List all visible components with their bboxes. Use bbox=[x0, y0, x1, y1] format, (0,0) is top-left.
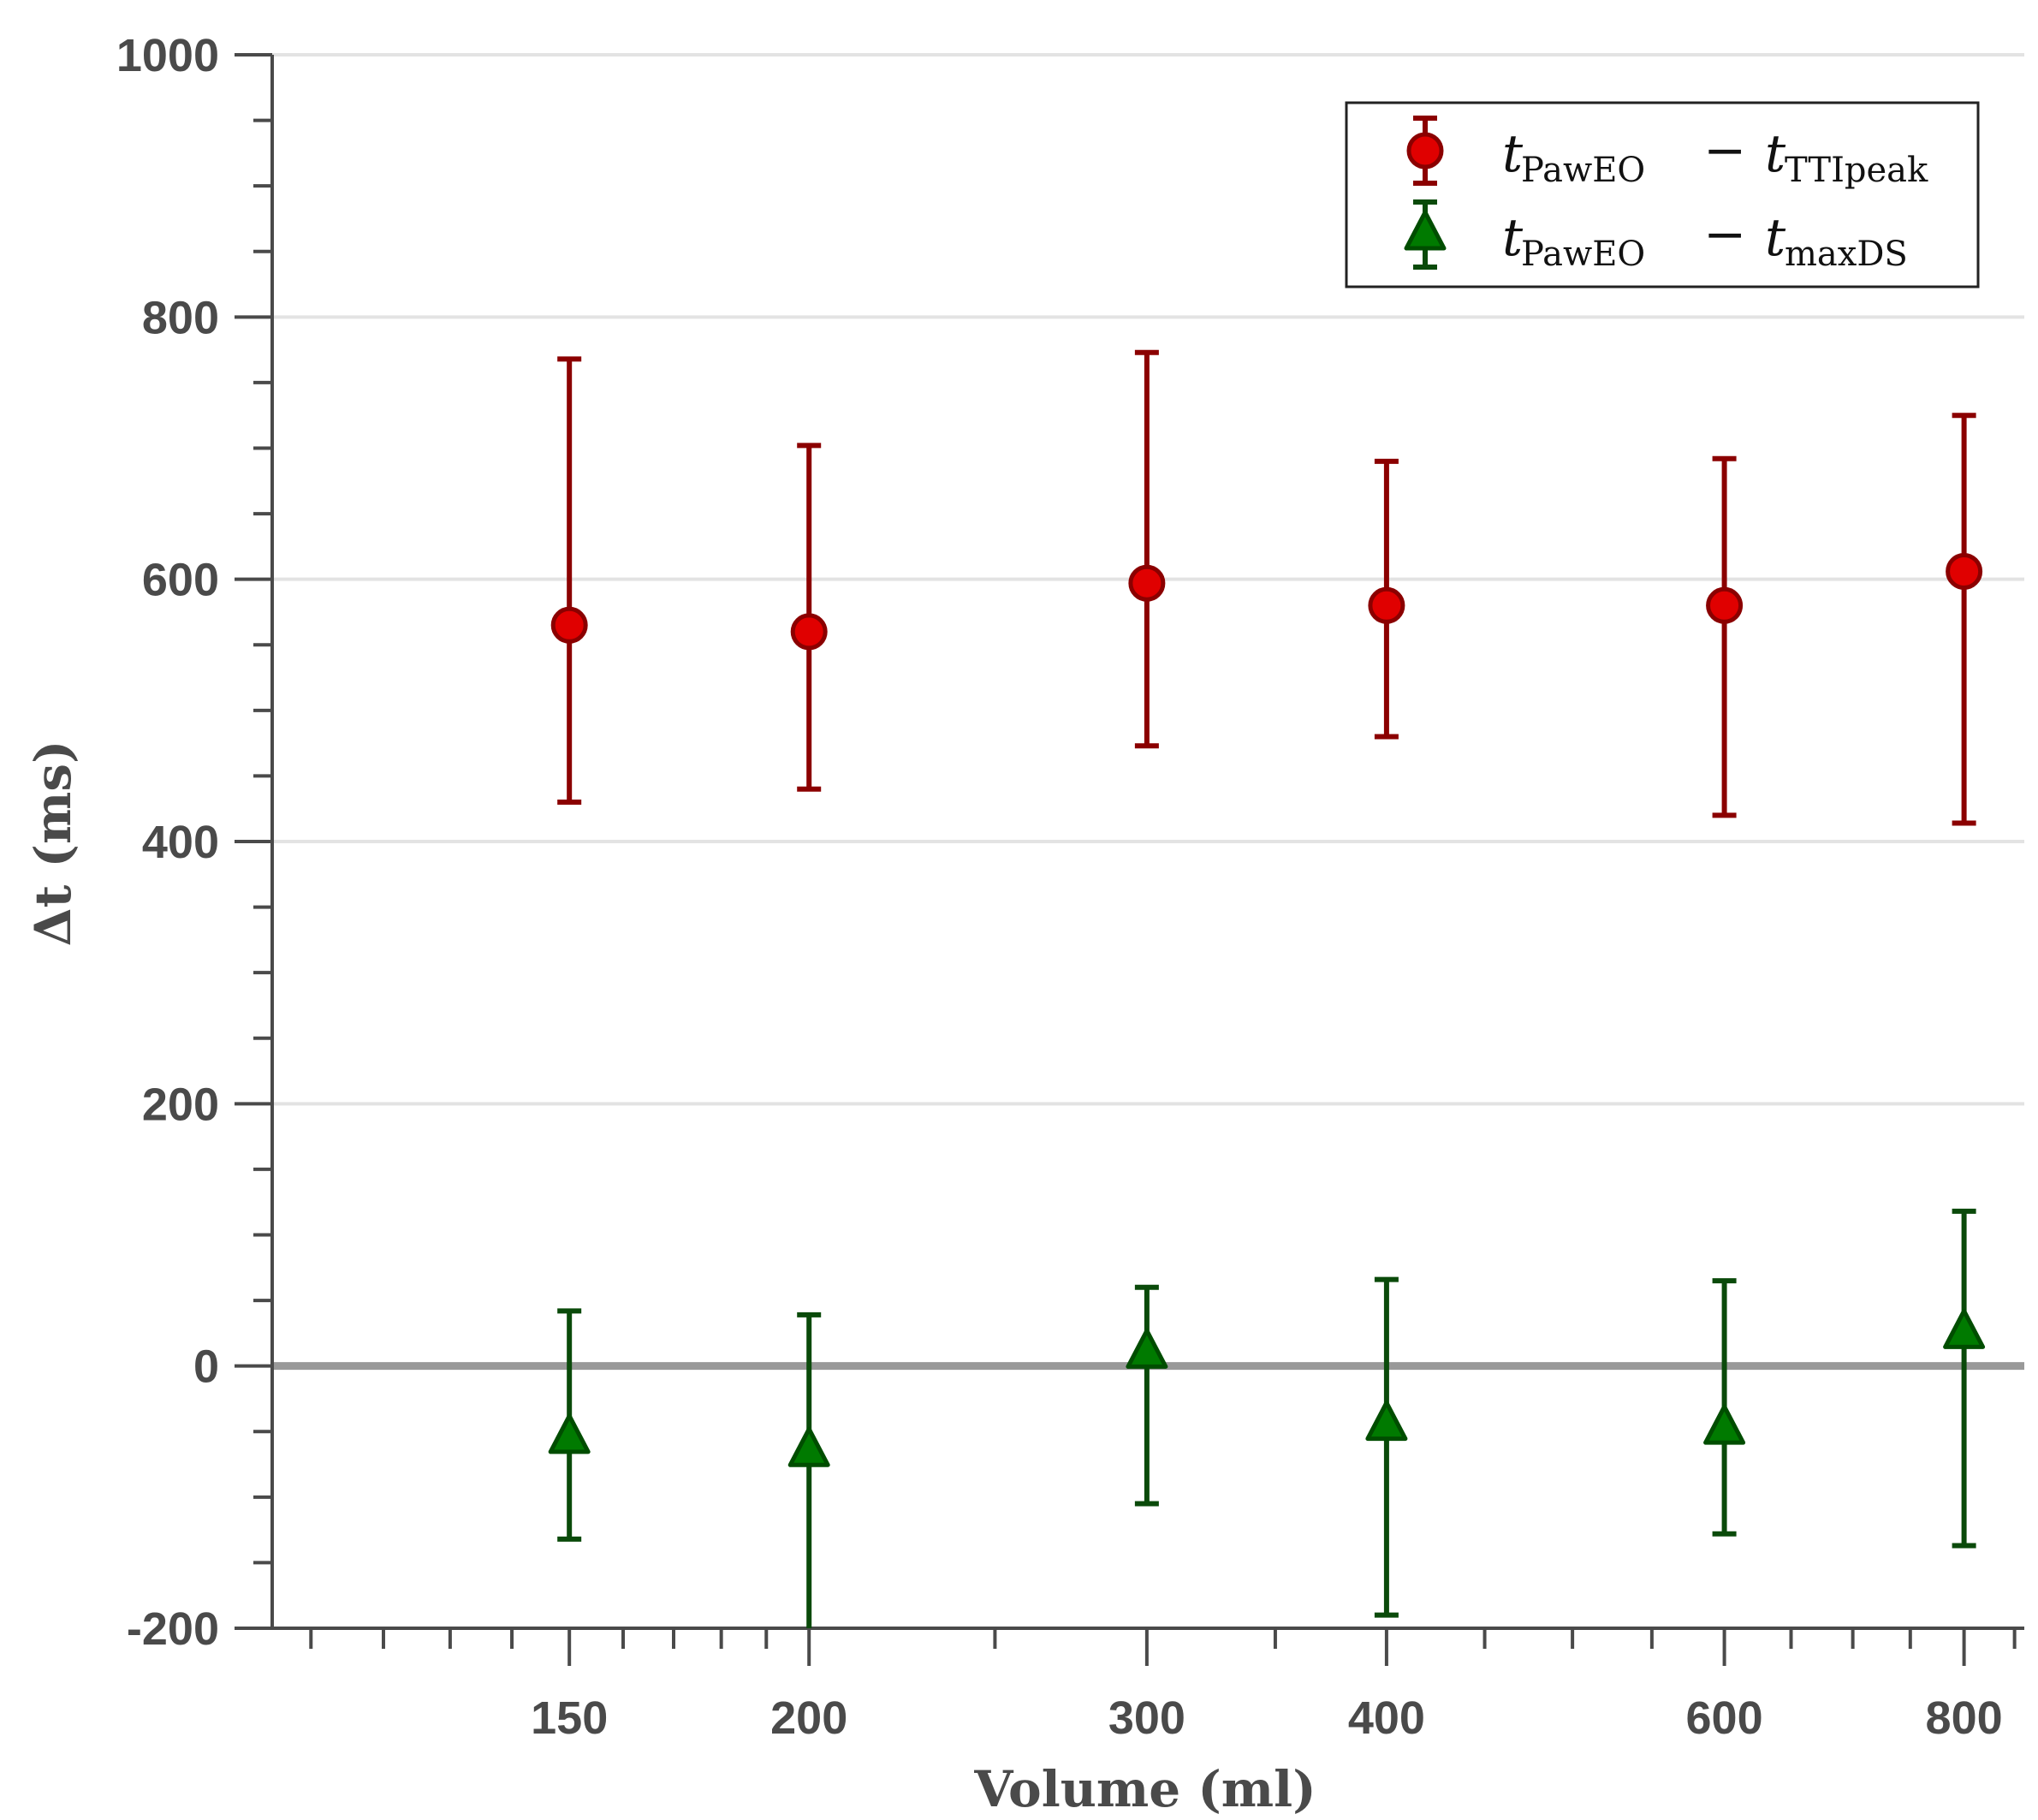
legend-series-1-sub2: TTIpeak bbox=[1785, 151, 1928, 190]
data-point-triangle bbox=[1365, 1401, 1408, 1442]
y-tick-label: 400 bbox=[142, 817, 219, 868]
legend-series-2-sub2: maxDS bbox=[1785, 235, 1908, 274]
data-point-circle bbox=[550, 606, 588, 644]
legend-box bbox=[1345, 101, 1980, 288]
legend-marker-triangle bbox=[1404, 199, 1447, 270]
x-tick-label: 600 bbox=[1686, 1692, 1763, 1744]
x-axis-title: Volume (ml) bbox=[973, 1760, 1316, 1818]
x-tick-label: 150 bbox=[531, 1692, 608, 1744]
x-tick-label: 300 bbox=[1108, 1692, 1185, 1744]
x-tick-label: 200 bbox=[770, 1692, 847, 1744]
y-tick-label: 1000 bbox=[116, 30, 219, 81]
axes: -200 0 200 400 600 800 1000 150 200 300 400 600 800 bbox=[116, 30, 2024, 1744]
y-tick-label: 600 bbox=[142, 555, 219, 606]
legend-entry-series-2: t PawEO − t maxDS bbox=[1404, 199, 1908, 274]
legend-series-1-t: t bbox=[1502, 124, 1524, 184]
data-point-circle bbox=[790, 613, 828, 651]
y-tick-label: 200 bbox=[142, 1079, 219, 1130]
legend-circle-marker bbox=[1406, 132, 1444, 170]
x-tick-label: 400 bbox=[1348, 1692, 1425, 1744]
y-tick-label: -200 bbox=[127, 1603, 219, 1655]
series-2 bbox=[548, 1208, 1986, 1628]
data-point-triangle bbox=[1126, 1328, 1168, 1369]
data-point-circle bbox=[1946, 552, 1983, 590]
legend-series-1-minus: − bbox=[1703, 121, 1746, 181]
legend-series-2-sub1: PawEO bbox=[1521, 235, 1645, 274]
legend-series-1-sub1: PawEO bbox=[1521, 151, 1645, 190]
legend-series-2-minus: − bbox=[1703, 205, 1746, 265]
data-point-triangle bbox=[1943, 1308, 1986, 1349]
data-point-triangle bbox=[787, 1426, 830, 1467]
series-1 bbox=[550, 349, 1983, 826]
legend: t PawEO − t TTIpeak t PawEO − t maxDS bbox=[1345, 101, 1980, 288]
y-axis-title: Δt (ms) bbox=[24, 740, 82, 947]
x-tick-label: 800 bbox=[1926, 1692, 2003, 1744]
data-point-triangle bbox=[1703, 1404, 1746, 1445]
legend-triangle-marker bbox=[1404, 210, 1447, 251]
data-point-circle bbox=[1706, 586, 1744, 624]
legend-series-2-t2: t bbox=[1765, 208, 1786, 268]
data-point-circle bbox=[1368, 586, 1405, 624]
y-tick-label: 800 bbox=[142, 292, 219, 343]
data-point-circle bbox=[1128, 564, 1166, 602]
data-point-triangle bbox=[548, 1413, 591, 1454]
y-tick-label: 0 bbox=[193, 1341, 219, 1393]
legend-series-1-t2: t bbox=[1765, 124, 1786, 184]
legend-entry-series-1: t PawEO − t TTIpeak bbox=[1406, 116, 1928, 190]
series-layer bbox=[548, 349, 1986, 1628]
legend-series-2-t: t bbox=[1502, 208, 1524, 268]
legend-marker-circle bbox=[1406, 116, 1444, 186]
